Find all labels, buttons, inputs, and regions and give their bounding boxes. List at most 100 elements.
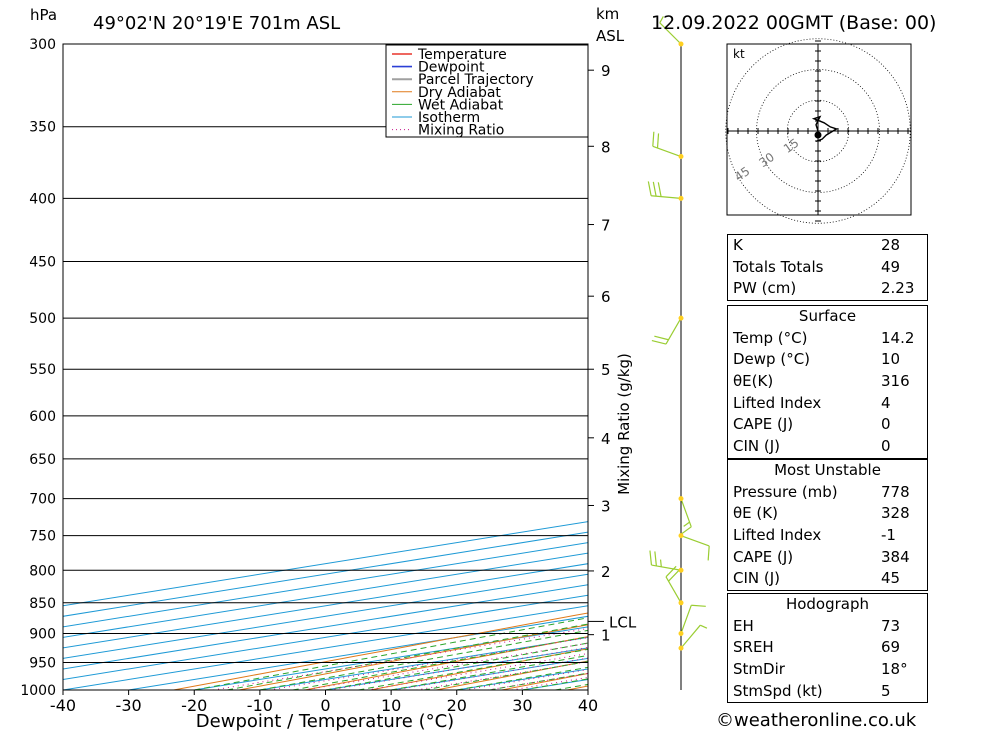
pressure-tick-label: 350: [29, 120, 56, 136]
row-value: -1: [881, 526, 896, 545]
pressure-tick-label: 600: [29, 409, 56, 425]
row-value: 0: [881, 437, 891, 456]
altitude-tick-label: 5: [601, 361, 611, 379]
wind-level-dot: [678, 533, 684, 539]
table-row: EH 73: [728, 616, 927, 638]
hodograph-trace: [811, 115, 839, 142]
row-label: θE(K): [733, 372, 774, 391]
legend-label: Wet Adiabat: [418, 97, 504, 113]
wind-barb: [678, 604, 706, 636]
wind-barb: [678, 496, 692, 536]
row-value: 14.2: [881, 328, 915, 347]
pressure-tick-label: 1000: [20, 683, 56, 699]
table-row: Dewp (°C) 10: [728, 349, 927, 371]
pressure-tick-label: 800: [29, 563, 56, 579]
legend-label: Dewpoint: [418, 60, 485, 76]
altitude-tick-label: 4: [601, 430, 611, 448]
row-value: 2.23: [881, 279, 915, 298]
row-label: Dewp (°C): [733, 350, 811, 369]
pressure-tick-label: 450: [29, 255, 56, 271]
wind-level-dot: [678, 154, 684, 160]
row-value: 49: [881, 257, 901, 276]
row-label: SREH: [733, 638, 774, 657]
table-row: Pressure (mb) 778: [728, 482, 927, 504]
row-label: CIN (J): [733, 437, 781, 456]
row-label: EH: [733, 616, 754, 635]
table-row: SREH 69: [728, 637, 927, 659]
wind-barb: [678, 624, 708, 651]
isotherm-line: [63, 521, 588, 607]
row-value: 10: [881, 350, 901, 369]
x-tick-label: -40: [50, 696, 76, 715]
wind-barb: [647, 181, 684, 201]
table-row: Temp (°C) 14.2: [728, 328, 927, 350]
table-row: Lifted Index -1: [728, 525, 927, 547]
isotherm-line: [63, 573, 588, 659]
credit-label: ©weatheronline.co.uk: [716, 710, 917, 731]
pressure-tick-label: 750: [29, 529, 56, 545]
surface-title: Surface: [798, 307, 857, 325]
altitude-tick-label: 1: [601, 627, 611, 645]
legend-label: Isotherm: [418, 110, 480, 126]
hodograph-table: Hodograph EH 73 SREH 69 StmDir 18° StmSpd (kt)…: [727, 593, 928, 704]
row-label: Lifted Index: [733, 393, 822, 412]
row-label: Totals Totals: [733, 257, 824, 276]
dry-adiabat-line: [961, 44, 1000, 690]
legend-label: Temperature: [417, 47, 507, 63]
row-value: 4: [881, 393, 891, 412]
wind-barb: [665, 565, 684, 606]
mixing-ratio-axis-title: Mixing Ratio (g/kg): [615, 353, 633, 495]
most-unstable-table: Most Unstable Pressure (mb) 778 θE (K) 328 L…: [727, 459, 928, 592]
x-tick-label: -30: [116, 696, 142, 715]
isotherm-line: [63, 552, 588, 638]
row-value: 69: [881, 638, 901, 657]
row-label: K: [733, 236, 743, 254]
pressure-tick-label: 400: [29, 191, 56, 207]
pressure-tick-label: 700: [29, 492, 56, 508]
wind-level-dot: [678, 496, 684, 502]
pressure-tick-label: 550: [29, 362, 56, 378]
pressure-tick-label: 900: [29, 626, 56, 642]
row-label: Lifted Index: [733, 526, 822, 545]
altitude-tick-label: 7: [601, 217, 611, 235]
wind-level-dot: [678, 315, 684, 321]
x-tick-label: 10: [381, 696, 401, 715]
wind-level-dot: [678, 600, 684, 606]
isotherm-line: [63, 542, 588, 628]
table-row: StmSpd (kt) 5: [728, 681, 927, 703]
table-row: θE (K) 328: [728, 503, 927, 525]
row-label: Temp (°C): [733, 328, 808, 347]
altitude-tick-label: 9: [601, 62, 611, 80]
pressure-tick-label: 300: [29, 37, 56, 53]
x-tick-label: 30: [512, 696, 532, 715]
isotherm-line: [63, 563, 588, 649]
datetime-label: 12.09.2022 00GMT (Base: 00): [651, 12, 936, 34]
wind-barb: [659, 16, 684, 47]
plot-area: 12346810162025: [62, 43, 1000, 691]
table-row: CAPE (J) 0: [728, 414, 927, 436]
x-tick-label: 0: [320, 696, 330, 715]
legend-label: Parcel Trajectory: [418, 72, 534, 88]
asl-unit-label: ASL: [596, 27, 625, 45]
wind-level-dot: [678, 630, 684, 636]
row-value: 5: [881, 681, 891, 700]
wind-level-dot: [678, 645, 684, 651]
altitude-tick-label: 6: [601, 288, 611, 306]
row-value: 316: [881, 372, 910, 391]
legend-label: Dry Adiabat: [418, 85, 501, 101]
table-row: StmDir 18°: [728, 659, 927, 681]
row-value: 45: [881, 569, 901, 588]
table-row: Totals Totals 49: [728, 257, 927, 279]
pressure-tick-label: 950: [29, 655, 56, 671]
x-tick-label: 40: [578, 696, 598, 715]
row-value: 73: [881, 616, 901, 635]
row-label: θE (K): [733, 504, 778, 523]
table-row: CIN (J) 45: [728, 568, 927, 590]
table-row: PW (cm) 2.23: [728, 278, 927, 300]
table-row: θE(K) 316: [728, 371, 927, 393]
lcl-label: LCL: [609, 613, 637, 631]
altitude-tick-label: 8: [601, 138, 611, 156]
hpa-unit-label: hPa: [30, 6, 57, 24]
indices-table: K 28 Totals Totals 49 PW (cm) 2.23: [727, 234, 928, 302]
